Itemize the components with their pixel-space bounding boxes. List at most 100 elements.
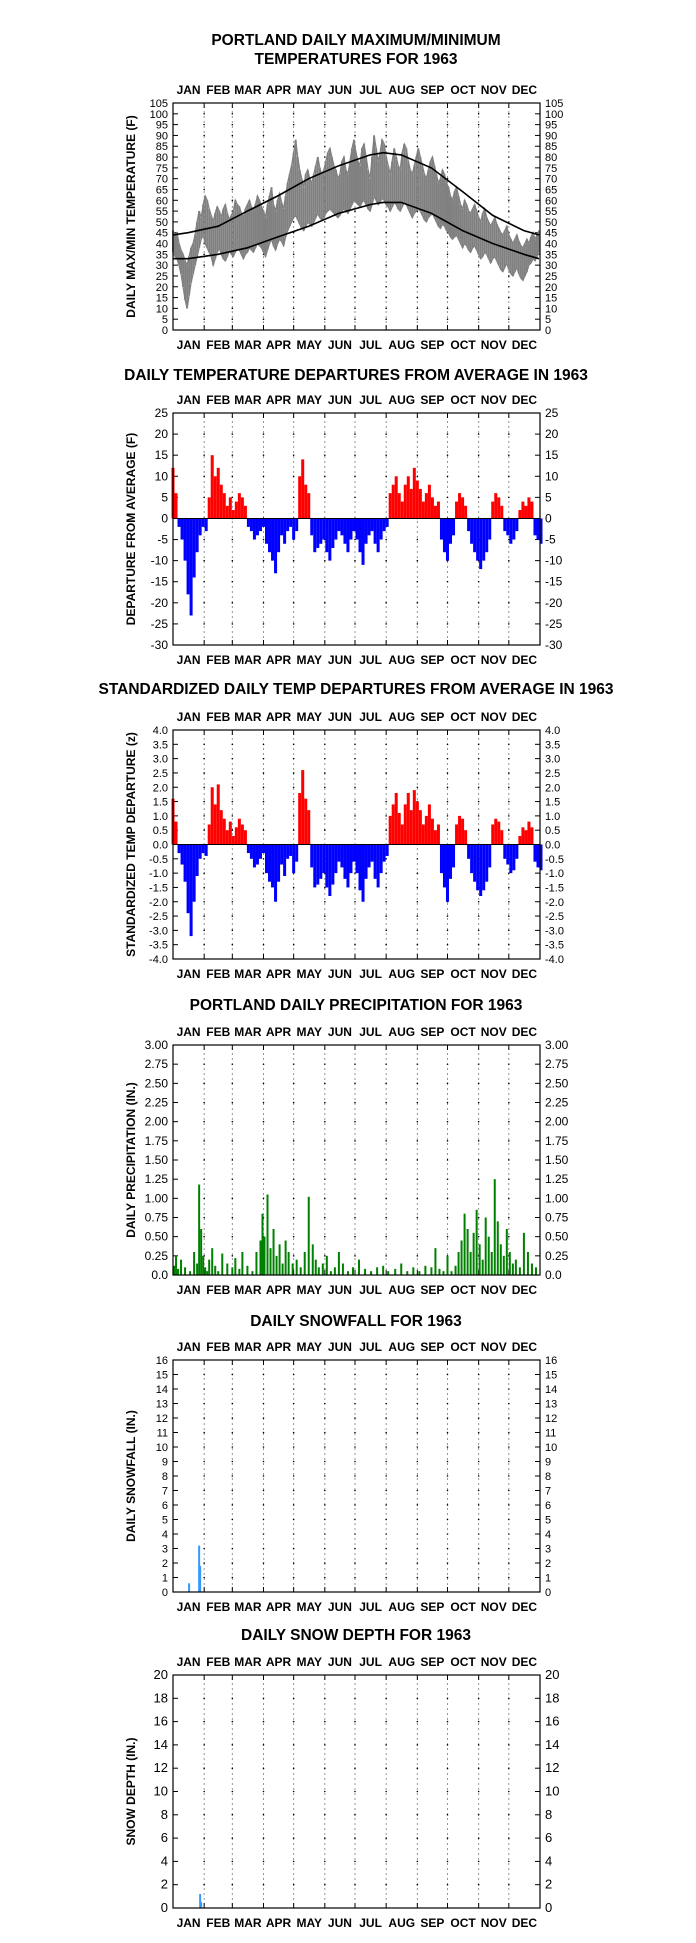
grid-dot [263, 1503, 264, 1504]
grid-dot [478, 803, 479, 804]
grid-dot [293, 496, 294, 497]
grid-dot [232, 166, 233, 167]
grid-dot [478, 1543, 479, 1544]
grid-dot [386, 1718, 387, 1719]
grid-dot [386, 121, 387, 122]
grid-dot [417, 1548, 418, 1549]
grid-dot [232, 1861, 234, 1863]
grid-dot [447, 261, 448, 262]
bar [331, 518, 334, 548]
grid-dot [263, 1823, 264, 1824]
grid-dot [508, 930, 510, 932]
y-tick-label-right: 1.5 [545, 797, 560, 809]
grid-dot [508, 481, 509, 482]
grid-dot [354, 1738, 355, 1739]
grid-dot [204, 1893, 205, 1894]
grid-dot [385, 1791, 387, 1793]
y-tick-label-right: 8 [545, 1471, 551, 1483]
grid-dot [232, 1458, 233, 1459]
grid-dot [508, 1083, 509, 1084]
grid-dot [354, 1208, 355, 1209]
bar [205, 845, 208, 856]
grid-dot [354, 1423, 355, 1424]
grid-dot [354, 1683, 355, 1684]
grid-dot [354, 276, 355, 277]
grid-dot [263, 511, 264, 512]
grid-dot [204, 1118, 205, 1119]
grid-dot [204, 181, 205, 182]
grid-dot [232, 636, 233, 637]
grid-dot [354, 923, 355, 924]
grid-dot [232, 913, 233, 914]
grid-dot [354, 768, 355, 769]
bar [274, 845, 277, 902]
grid-dot [447, 1688, 448, 1689]
grid-dot [508, 1103, 509, 1104]
grid-dot [204, 161, 205, 162]
y-tick-label-left: 0.25 [145, 1249, 169, 1263]
grid-dot [417, 898, 418, 899]
grid-dot [354, 1573, 355, 1574]
grid-dot [324, 913, 325, 914]
grid-dot [263, 1428, 264, 1429]
grid-dot [263, 1793, 264, 1794]
grid-dot [232, 476, 233, 477]
grid-dot [478, 1563, 479, 1564]
grid-dot [417, 901, 419, 903]
grid-dot [354, 873, 355, 874]
grid-dot [324, 1163, 325, 1164]
grid-dot [232, 1723, 233, 1724]
grid-dot [508, 308, 510, 310]
y-tick-label-left: -0.5 [149, 854, 168, 866]
grid-dot [232, 131, 233, 132]
data-marks [173, 135, 539, 308]
grid-dot [417, 231, 418, 232]
grid-dot [263, 321, 264, 322]
grid-dot [324, 433, 326, 435]
grid-dot [263, 1743, 264, 1744]
grid-dot [386, 461, 387, 462]
grid-dot [293, 1843, 294, 1844]
bar [221, 1254, 223, 1275]
grid-dot [232, 1233, 233, 1234]
grid-dot [263, 878, 264, 879]
grid-dot [232, 1803, 233, 1804]
bar [515, 1260, 517, 1275]
grid-dot [232, 113, 234, 115]
bar [313, 845, 316, 888]
grid-dot [293, 481, 294, 482]
bar [304, 485, 307, 519]
grid-dot [478, 281, 479, 282]
grid-dot [447, 426, 448, 427]
grid-dot [324, 556, 325, 557]
grid-dot [417, 1243, 418, 1244]
grid-dot [354, 1773, 355, 1774]
grid-dot [324, 591, 325, 592]
grid-dot [478, 915, 480, 917]
grid-dot [478, 1068, 479, 1069]
grid-dot [354, 1083, 355, 1084]
grid-dot [478, 1733, 479, 1734]
grid-dot [293, 808, 294, 809]
grid-dot [386, 1223, 387, 1224]
grid-dot [204, 1483, 205, 1484]
grid-dot [478, 786, 480, 788]
grid-dot [417, 1478, 418, 1479]
grid-dot [204, 788, 205, 789]
grid-dot [447, 815, 449, 817]
grid-dot [508, 948, 509, 949]
grid-dot [354, 1798, 355, 1799]
grid-dot [324, 748, 325, 749]
y-tick-label-left: 0.0 [151, 1268, 168, 1282]
grid-dot [263, 1083, 264, 1084]
month-label-bottom: NOV [481, 338, 507, 352]
grid-dot [508, 1461, 510, 1463]
grid-dot [232, 1813, 233, 1814]
y-tick-label-left: 10 [156, 1442, 168, 1454]
grid-dot [478, 1791, 480, 1793]
bar [231, 1267, 233, 1275]
bar [263, 1237, 265, 1275]
grid-dot [508, 1178, 509, 1179]
grid-dot [293, 1093, 294, 1094]
grid-dot [447, 1753, 448, 1754]
